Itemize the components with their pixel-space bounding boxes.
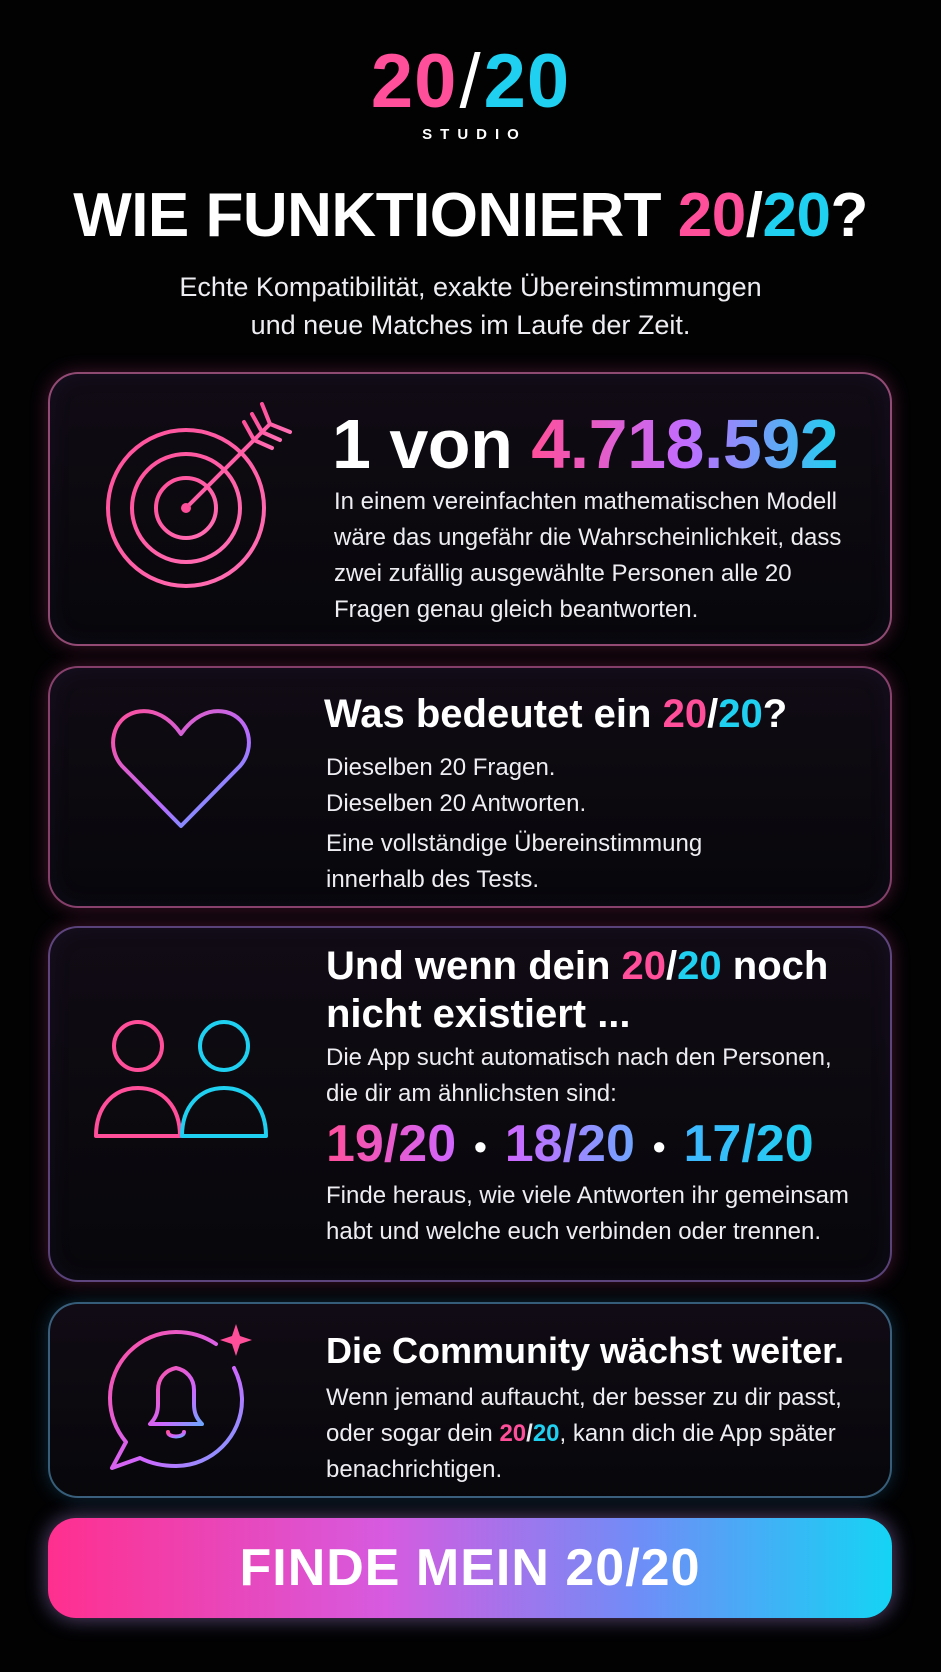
probability-prefix: 1 von <box>332 405 532 483</box>
find-my-match-button[interactable]: FINDE MEIN 20/20 <box>48 1518 892 1618</box>
meaning-title-prefix: Was bedeutet ein <box>324 692 663 736</box>
meaning-line-2: Dieselben 20 Antworten. <box>326 790 587 817</box>
similar-title-slash: / <box>666 944 678 988</box>
probability-text: In einem vereinfachten mathematischen Mo… <box>334 488 842 623</box>
heart-icon <box>106 698 256 838</box>
title-right: 20 <box>762 181 831 250</box>
similar-intro-text: Die App sucht automatisch nach den Perso… <box>326 1044 832 1107</box>
probability-title: 1 von 4.718.592 <box>332 404 839 484</box>
page-subtitle: Echte Kompatibilität, exakte Übereinstim… <box>0 268 941 344</box>
similarity-scores: 19/20 • 18/20 • 17/20 <box>326 1114 814 1174</box>
logo-left: 20 <box>370 39 458 124</box>
logo-slash: / <box>459 39 482 124</box>
subtitle-line-1: Echte Kompatibilität, exakte Übereinstim… <box>179 272 762 302</box>
score-separator: • <box>652 1126 666 1168</box>
similar-title-prefix: Und wenn dein <box>326 944 622 988</box>
similar-matches-card: Und wenn dein 20/20 noch nicht existiert… <box>48 926 892 1282</box>
similar-title-right: 20 <box>677 944 722 988</box>
logo: 20/20 STUDIO <box>0 44 941 144</box>
probability-number: 4.718.592 <box>531 405 839 483</box>
meaning-title-suffix: ? <box>762 692 788 736</box>
community-text-prefix: Wenn jemand auftaucht, der besser zu dir… <box>326 1384 842 1447</box>
title-prefix: WIE FUNKTIONIERT <box>73 181 678 250</box>
similar-outro-text: Finde heraus, wie viele Antworten ihr ge… <box>326 1182 849 1245</box>
similar-title-left: 20 <box>621 944 667 988</box>
logo-subtitle: STUDIO <box>422 126 527 143</box>
two-people-icon <box>92 1010 272 1140</box>
meaning-line-3: Eine vollständige Übereinstimmung innerh… <box>326 830 703 893</box>
community-text-suffix: , kann dich die App später benachrichtig… <box>326 1420 836 1483</box>
score-separator: • <box>474 1126 487 1168</box>
similar-title: Und wenn dein 20/20 noch nicht existiert… <box>326 942 866 1038</box>
page-title: WIE FUNKTIONIERT 20/20? <box>0 180 941 251</box>
community-text-left: 20 <box>499 1420 527 1447</box>
subtitle-line-2: und neue Matches im Laufe der Zeit. <box>250 310 691 340</box>
probability-card: 1 von 4.718.592 In einem vereinfachten m… <box>48 372 892 646</box>
meaning-card: Was bedeutet ein 20/20? Dieselben 20 Fra… <box>48 666 892 908</box>
logo-right: 20 <box>483 39 571 124</box>
meaning-title: Was bedeutet ein 20/20? <box>324 692 787 737</box>
score-17: 17/20 <box>683 1115 814 1173</box>
meaning-text: Dieselben 20 Fragen. Dieselben 20 Antwor… <box>326 750 846 898</box>
meaning-title-right: 20 <box>718 692 763 736</box>
community-text-slash: / <box>526 1420 533 1447</box>
title-suffix: ? <box>830 181 868 250</box>
community-title: Die Community wächst weiter. <box>326 1330 845 1371</box>
similar-title-suffix: noch nicht existiert ... <box>326 944 829 1036</box>
community-text-right: 20 <box>532 1420 560 1447</box>
target-arrow-icon <box>94 400 294 600</box>
score-19: 19/20 <box>326 1115 457 1173</box>
meaning-title-slash: / <box>707 692 719 736</box>
community-card: Die Community wächst weiter. Wenn jemand… <box>48 1302 892 1498</box>
community-text: Wenn jemand auftaucht, der besser zu dir… <box>326 1380 866 1488</box>
title-slash: / <box>745 181 763 250</box>
notification-bell-icon <box>96 1320 256 1480</box>
title-left: 20 <box>677 181 746 250</box>
meaning-title-left: 20 <box>662 692 708 736</box>
meaning-line-1: Dieselben 20 Fragen. <box>326 754 556 781</box>
logo-mark: 20/20 <box>0 44 941 120</box>
score-18: 18/20 <box>504 1115 635 1173</box>
